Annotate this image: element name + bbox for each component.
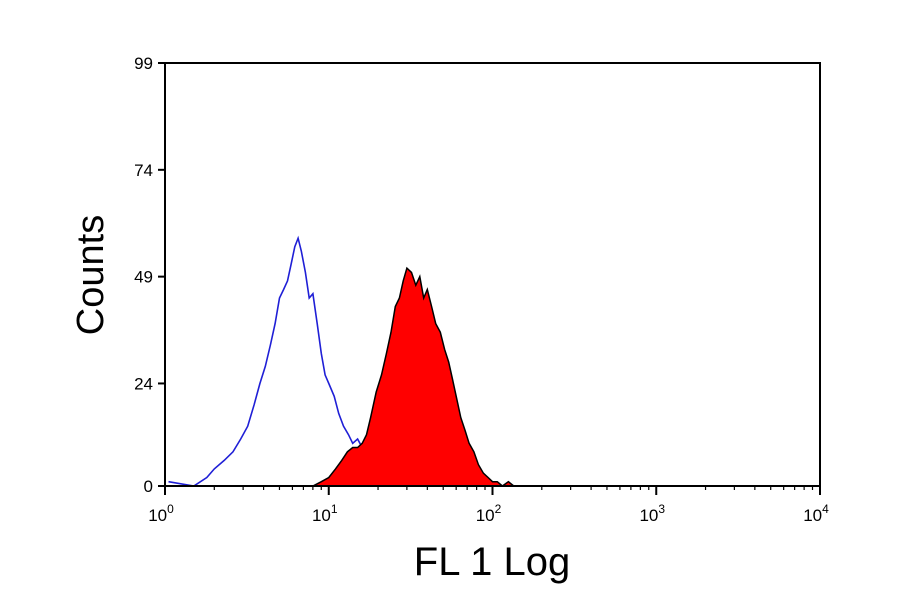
y-axis-title: Counts	[70, 215, 112, 335]
series-filled-histogram	[312, 266, 516, 487]
y-tick-label: 99	[134, 54, 153, 73]
x-axis-title: FL 1 Log	[414, 540, 570, 584]
x-tick-label: 104	[803, 502, 829, 525]
y-tick-label: 74	[134, 161, 153, 180]
y-tick-label: 24	[134, 374, 153, 393]
x-axis: 100 101 102 103 104	[148, 486, 829, 525]
x-tick-label: 101	[312, 502, 338, 525]
series-layer	[168, 235, 516, 487]
x-tick-label: 102	[476, 502, 502, 525]
x-tick-label: 100	[148, 502, 174, 525]
y-axis: 0 24 49 74 99	[134, 54, 165, 496]
plot-frame	[164, 62, 821, 487]
y-tick-label: 0	[144, 477, 153, 496]
y-tick-label: 49	[134, 268, 153, 287]
x-tick-label: 103	[639, 502, 665, 525]
